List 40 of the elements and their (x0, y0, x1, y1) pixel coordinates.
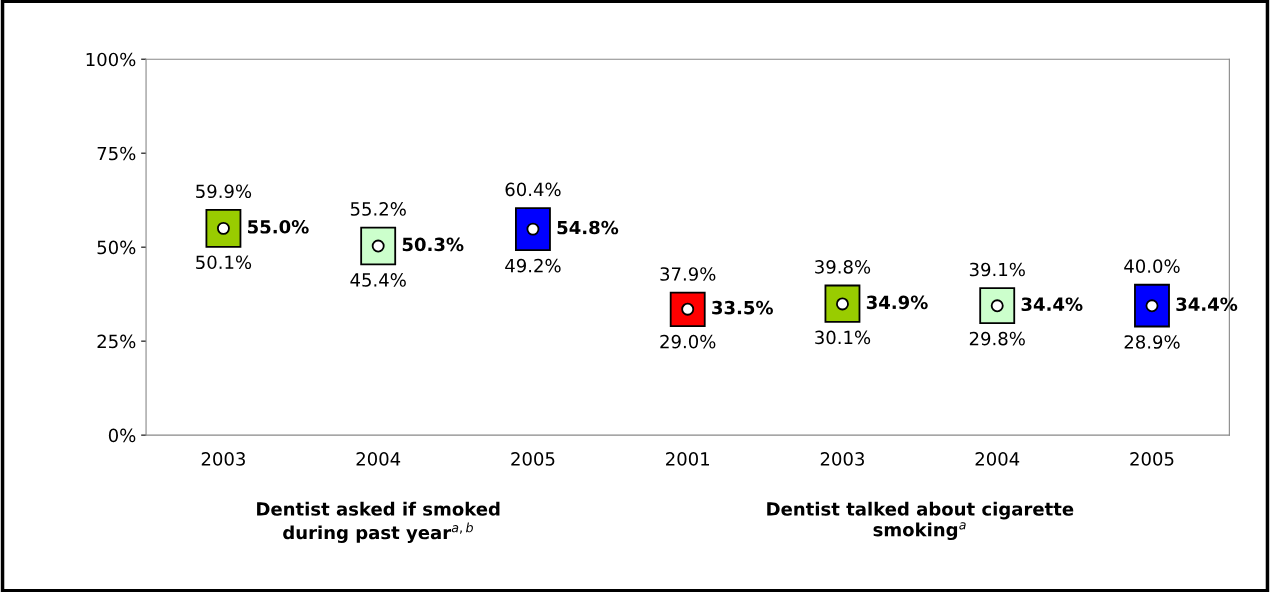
annotation: 50.1% (196, 255, 252, 270)
x-tick-label: 2003 (201, 452, 245, 466)
x-tick-label: 2005 (1130, 452, 1174, 466)
y-tick-label: 0% (108, 428, 136, 443)
y-tick-label: 50% (97, 240, 136, 255)
annotation: 37.9% (660, 267, 716, 281)
annotation: 60.4% (505, 182, 561, 197)
bar (824, 284, 861, 323)
data-label: 34.9% (866, 295, 928, 310)
x-tick-label: 2003 (820, 452, 864, 466)
bar (205, 209, 242, 248)
annotation: 40.0% (1124, 259, 1180, 273)
text: Dentist talked about cigarette smoking$^{a}$ (767, 501, 1074, 541)
annotation: 55.2% (350, 202, 406, 216)
data-label: 50.3% (402, 237, 464, 252)
annotation: 30.1% (815, 330, 871, 345)
y-tick-label: 100% (86, 52, 136, 67)
y-tick-label: 25% (97, 334, 136, 349)
y-tick-label: 75% (97, 146, 136, 161)
annotation: 39.8% (815, 260, 871, 274)
annotation: 45.4% (350, 273, 406, 287)
x-tick-label: 2001 (666, 452, 710, 466)
annotation: 29.0% (660, 334, 716, 349)
annotation: 39.1% (969, 262, 1025, 277)
annotation: 59.9% (196, 184, 252, 199)
bar (360, 226, 397, 266)
data-label: 55.0% (248, 219, 309, 234)
data-label: 34.4% (1176, 297, 1238, 312)
data-label: 33.5% (712, 300, 773, 315)
data-label: 34.4% (1021, 297, 1083, 312)
annotation: 49.2% (505, 258, 561, 273)
bar (1134, 283, 1170, 328)
x-tick-label: 2004 (975, 452, 1020, 466)
data-label: 54.8% (557, 220, 619, 235)
annotation: 28.9% (1124, 335, 1180, 349)
x-tick-label: 2005 (511, 452, 555, 466)
bar (515, 207, 551, 252)
annotation: 29.8% (969, 331, 1025, 346)
text: Dentist asked if smoked during past year$^{a,b}$ (257, 501, 500, 543)
x-tick-label: 2004 (356, 452, 401, 466)
